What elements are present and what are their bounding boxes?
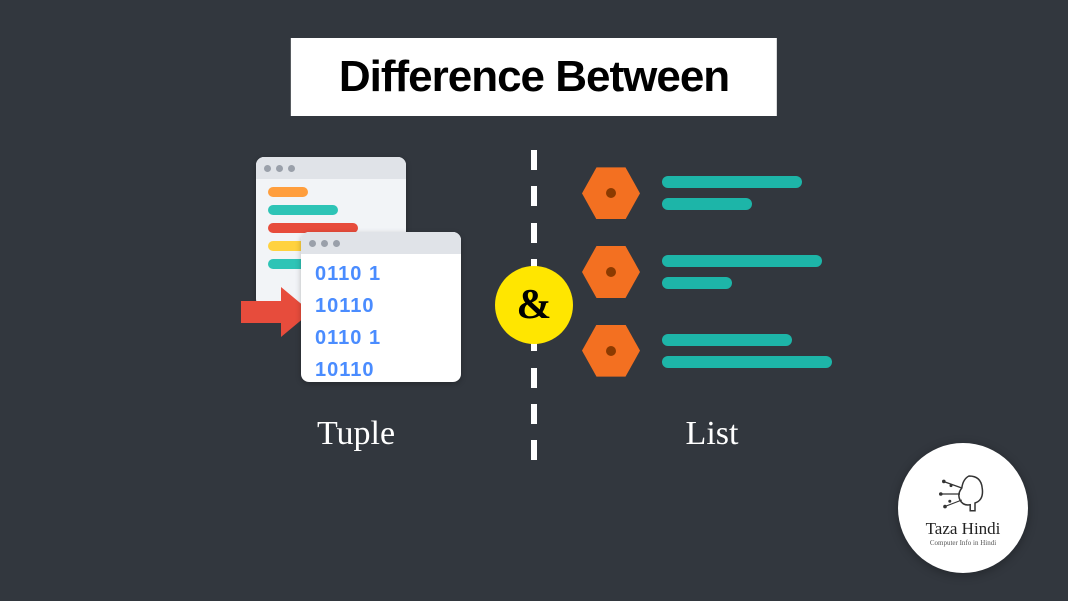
list-bar [662,277,732,289]
code-line [268,205,338,215]
logo-title: Taza Hindi [926,519,1001,539]
binary-row: 10110 [315,295,461,318]
window-dot [288,165,295,172]
hexagon-bullet-icon [582,167,640,219]
window-dot [309,240,316,247]
list-bar [662,356,832,368]
content-area: 0110 1 10110 0110 1 10110 Tuple & List [0,150,1068,460]
list-bars [662,255,822,289]
left-label: Tuple [317,415,395,453]
binary-row: 10110 [315,359,461,382]
binary-row: 0110 1 [315,327,461,350]
binary-window: 0110 1 10110 0110 1 10110 [301,232,461,382]
window-header-front [301,232,461,254]
window-header-back [256,157,406,179]
code-line [268,187,308,197]
list-graphic [582,157,842,387]
title-box: Difference Between [291,38,777,116]
logo-subtitle: Computer Info in Hindi [930,539,996,547]
hexagon-bullet-icon [582,246,640,298]
list-item [582,246,842,298]
list-item [582,167,842,219]
ampersand-badge: & [495,266,573,344]
list-bars [662,176,802,210]
window-dot [276,165,283,172]
window-dot [333,240,340,247]
brain-circuit-icon [933,469,993,519]
tuple-graphic: 0110 1 10110 0110 1 10110 [246,157,466,387]
binary-rows: 0110 1 10110 0110 1 10110 [301,263,461,382]
window-dot [264,165,271,172]
binary-row: 0110 1 [315,263,461,286]
window-dot [321,240,328,247]
divider: & [531,150,537,460]
hexagon-bullet-icon [582,325,640,377]
list-bar [662,334,792,346]
left-panel: 0110 1 10110 0110 1 10110 Tuple [181,157,531,453]
right-label: List [686,415,739,453]
brand-logo: Taza Hindi Computer Info in Hindi [898,443,1028,573]
list-bar [662,198,752,210]
list-bars [662,334,832,368]
list-bar [662,255,822,267]
right-panel: List [537,157,887,453]
list-item [582,325,842,377]
list-bar [662,176,802,188]
